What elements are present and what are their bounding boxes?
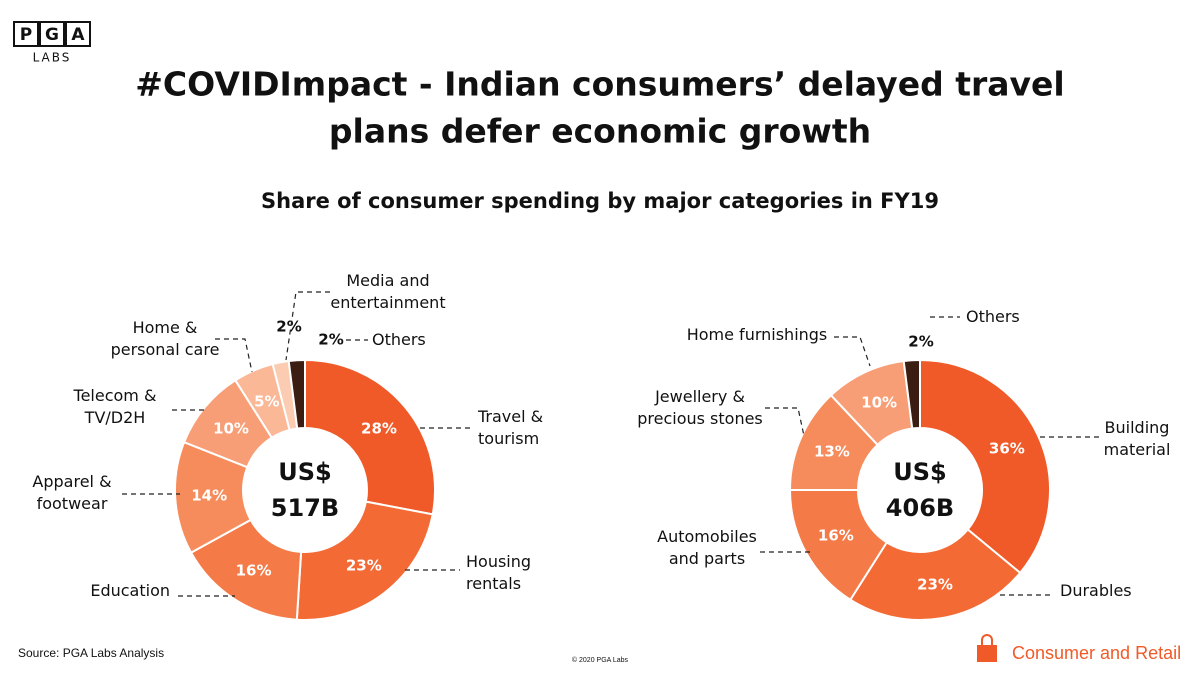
value-label: 5% bbox=[254, 392, 279, 410]
leader-line bbox=[215, 338, 253, 373]
category-label: Education bbox=[90, 581, 170, 600]
center-label: US$ bbox=[893, 458, 946, 486]
category-label: Travel & tourism bbox=[477, 407, 543, 448]
category-label-line: Automobiles bbox=[657, 527, 757, 546]
center-label: US$ bbox=[278, 458, 331, 486]
value-label: 13% bbox=[814, 442, 850, 460]
bag bbox=[977, 645, 997, 662]
logo-letter: P bbox=[20, 25, 32, 45]
value-label: 2% bbox=[318, 331, 343, 349]
leader-line bbox=[834, 336, 871, 367]
category-label-line: material bbox=[1104, 440, 1171, 459]
value-label: 10% bbox=[861, 394, 897, 412]
value-label: 14% bbox=[191, 487, 227, 505]
category-label-line: TV/D2H bbox=[84, 408, 146, 427]
subtitle: Share of consumer spending by major cate… bbox=[261, 189, 939, 213]
category-label: Others bbox=[372, 330, 426, 349]
category-label-line: Apparel & bbox=[32, 472, 111, 491]
bag-handle bbox=[981, 634, 993, 645]
donut-chart: 28% Travel & tourism 23% Housing rentals 16% Ed… bbox=[32, 271, 543, 621]
category-label: Home furnishings bbox=[687, 325, 828, 344]
category-label-line: Jewellery & bbox=[654, 387, 745, 406]
brand: Consumer and Retail bbox=[1012, 643, 1181, 663]
leader-line bbox=[285, 291, 330, 361]
category-label: Telecom & TV/D2H bbox=[73, 386, 157, 427]
category-label: Building material bbox=[1104, 418, 1171, 459]
category-label-line: Media and bbox=[346, 271, 429, 290]
category-label-line: tourism bbox=[478, 429, 539, 448]
value-label: 28% bbox=[361, 419, 397, 437]
category-label-line: Others bbox=[966, 307, 1020, 326]
value-label: 10% bbox=[213, 419, 249, 437]
category-label-line: Durables bbox=[1060, 581, 1132, 600]
source: Source: PGA Labs Analysis bbox=[18, 646, 164, 660]
category-label: Automobiles and parts bbox=[657, 527, 757, 568]
category-label: Jewellery & precious stones bbox=[637, 387, 763, 428]
category-label-line: footwear bbox=[37, 494, 108, 513]
category-label-line: Building bbox=[1105, 418, 1170, 437]
logo: P G A LABS bbox=[13, 21, 91, 65]
title: #COVIDImpact - Indian consumers’ delayed… bbox=[135, 65, 1064, 104]
category-label: Others bbox=[966, 307, 1020, 326]
category-label: Apparel & footwear bbox=[32, 472, 111, 513]
logo-sub: LABS bbox=[33, 51, 72, 65]
donut-chart: 36% Building material 23% Durables 16% Automob… bbox=[637, 307, 1170, 621]
category-label-line: Others bbox=[372, 330, 426, 349]
donut-slice bbox=[304, 358, 436, 516]
category-label-line: Travel & bbox=[477, 407, 543, 426]
category-label-line: precious stones bbox=[637, 409, 763, 428]
logo-box bbox=[13, 21, 39, 47]
logo-letter: G bbox=[45, 25, 59, 45]
center-label: 517B bbox=[271, 494, 339, 522]
donut-slice bbox=[848, 528, 1022, 621]
category-label: Home & personal care bbox=[111, 318, 220, 359]
donut-slice bbox=[287, 358, 306, 430]
logo-box bbox=[39, 21, 65, 47]
category-label-line: personal care bbox=[111, 340, 220, 359]
copyright: © 2020 PGA Labs bbox=[572, 656, 629, 664]
donut-slice bbox=[919, 358, 1051, 575]
category-label: Housing rentals bbox=[466, 552, 531, 593]
value-label: 16% bbox=[236, 562, 272, 580]
brand-icon bbox=[977, 634, 997, 662]
category-label: Durables bbox=[1060, 581, 1132, 600]
value-label: 2% bbox=[908, 333, 933, 351]
donut-slice bbox=[902, 358, 921, 430]
category-label: Media and entertainment bbox=[330, 271, 445, 312]
category-label-line: Education bbox=[90, 581, 170, 600]
category-label-line: entertainment bbox=[330, 293, 445, 312]
leader-line bbox=[765, 407, 805, 437]
category-label-line: Home & bbox=[133, 318, 198, 337]
value-label: 36% bbox=[989, 440, 1025, 458]
value-label: 16% bbox=[818, 527, 854, 545]
value-label: 23% bbox=[917, 575, 953, 593]
logo-box bbox=[65, 21, 91, 47]
category-label-line: Housing bbox=[466, 552, 531, 571]
category-label-line: Home furnishings bbox=[687, 325, 828, 344]
center-label: 406B bbox=[886, 494, 954, 522]
donut-slice bbox=[295, 500, 434, 621]
logo-letter: A bbox=[71, 25, 85, 45]
value-label: 23% bbox=[346, 556, 382, 574]
category-label-line: rentals bbox=[466, 574, 521, 593]
category-label-line: and parts bbox=[669, 549, 745, 568]
value-label: 2% bbox=[276, 318, 301, 336]
title: plans defer economic growth bbox=[329, 112, 871, 151]
category-label-line: Telecom & bbox=[73, 386, 157, 405]
